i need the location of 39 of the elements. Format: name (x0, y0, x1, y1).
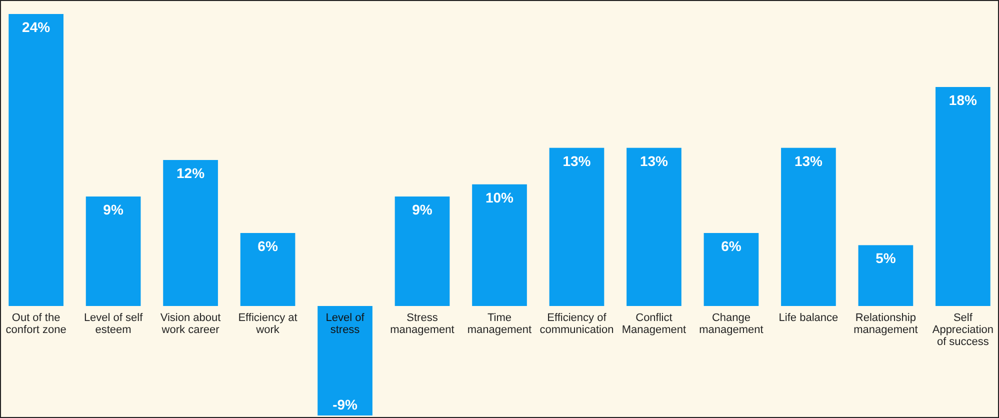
data-label: 24% (22, 19, 51, 35)
data-label: 13% (640, 152, 669, 169)
x-tick-label: Self Appreciation of success (932, 312, 994, 348)
bar (858, 245, 914, 306)
data-label: 13% (562, 152, 592, 169)
x-tick-label: Efficiency of communication (540, 312, 614, 336)
x-tick-label: Stress management (390, 312, 454, 336)
bar (394, 196, 450, 306)
bar (704, 233, 759, 306)
bar (318, 306, 372, 416)
bar (936, 87, 990, 306)
data-label: 6% (721, 238, 742, 254)
x-tick-label: Vision about work career (160, 312, 221, 336)
bar (240, 233, 296, 306)
x-tick-label: Relationship management (854, 312, 918, 336)
data-label: 13% (794, 152, 824, 169)
data-label: 6% (258, 238, 278, 254)
x-tick-label: Out of the confort zone (6, 312, 66, 336)
bar (781, 148, 836, 306)
bar (549, 148, 604, 306)
bar (163, 160, 218, 306)
bar (472, 184, 527, 306)
x-tick-label: Life balance (778, 312, 838, 324)
data-label: -9% (332, 396, 358, 412)
bar (86, 196, 141, 306)
data-label: 10% (485, 189, 514, 206)
x-tick-label: Level of self esteem (84, 312, 144, 336)
x-tick-label: Efficiency at work (238, 312, 298, 336)
x-tick-label: Change management (699, 312, 764, 336)
data-label: 18% (948, 92, 978, 108)
data-label: 5% (876, 250, 896, 266)
bar (626, 148, 682, 306)
data-label: 9% (412, 202, 433, 218)
x-tick-label: Level of stress (326, 312, 366, 336)
x-tick-label: Conflict Management (622, 312, 686, 336)
bar (8, 14, 64, 306)
data-label: 9% (103, 202, 124, 218)
data-label: 12% (176, 165, 206, 181)
x-tick-label: Time management (467, 312, 532, 336)
